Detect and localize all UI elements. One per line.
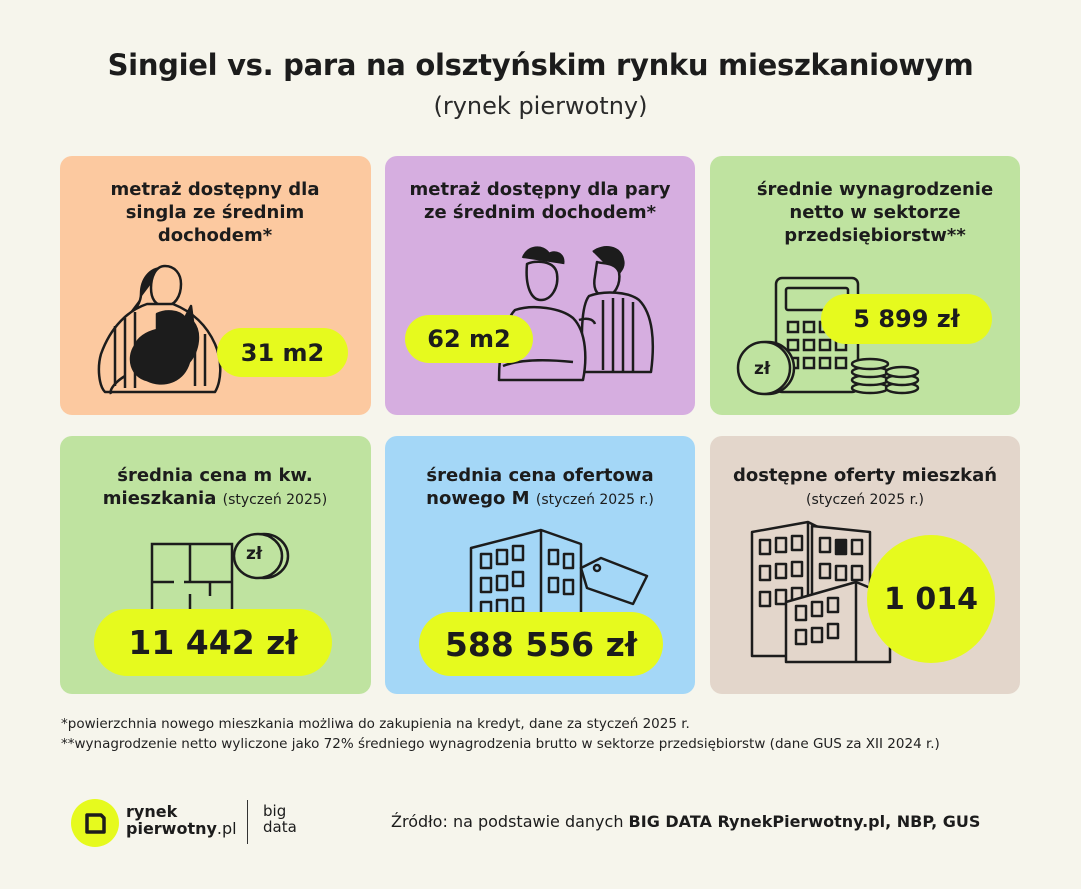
card-single-area: metraż dostępny dla singla ze średnim do… (60, 156, 371, 415)
footnote-1: *powierzchnia nowego mieszkania możliwa … (61, 716, 690, 732)
source-note: Źródło: na podstawie danych BIG DATA Ryn… (391, 812, 980, 831)
card-salary: średnie wynagrodzenie netto w sektorze p… (710, 156, 1020, 415)
logo-line2-main: pierwotny (126, 819, 217, 838)
big-data-line1: big (263, 802, 287, 820)
value-pill: 31 m2 (217, 328, 348, 377)
page-subtitle: (rynek pierwotny) (433, 92, 648, 120)
label-note: (styczeń 2025) (222, 492, 328, 508)
logo-line2: pierwotny.pl (126, 820, 237, 837)
label-text: średnia cena ofertowa nowego M (426, 465, 654, 509)
card-label: metraż dostępny dla singla ze średnim do… (110, 179, 320, 246)
logo-line2-suffix: .pl (216, 819, 237, 838)
card-price-per-m2: średnia cena m kw. mieszkania (styczeń 2… (60, 436, 371, 694)
big-data-logo: big data (263, 803, 297, 835)
value-pill: 11 442 zł (94, 609, 332, 676)
value-pill: 62 m2 (405, 315, 533, 363)
card-offer-price: średnia cena ofertowa nowego M (styczeń … (385, 436, 695, 694)
value-pill: 588 556 zł (419, 612, 663, 676)
label-text: dostępne oferty mieszkań (732, 465, 998, 486)
card-label: dostępne oferty mieszkań (styczeń 2025 r… (730, 464, 1000, 512)
logo-text: rynek pierwotny.pl (126, 803, 237, 837)
label-text: średnia cena m kw. mieszkania (102, 465, 313, 509)
footnote-2: **wynagrodzenie netto wyliczone jako 72%… (61, 736, 940, 752)
buildings-icon (750, 520, 892, 664)
card-label: średnia cena m kw. mieszkania (styczeń 2… (80, 464, 350, 512)
big-data-line2: data (263, 818, 297, 836)
logo-badge-icon (71, 799, 119, 847)
source-prefix: Źródło: na podstawie danych (391, 812, 629, 831)
card-label: metraż dostępny dla pary ze średnim doch… (409, 179, 671, 223)
coin-symbol: zł (246, 544, 263, 564)
page-title: Singiel vs. para na olsztyńskim rynku mi… (107, 48, 974, 82)
label-note: (styczeń 2025 r.) (535, 492, 654, 508)
card-label: średnia cena ofertowa nowego M (styczeń … (405, 464, 675, 512)
coin-icon (736, 340, 796, 396)
coin-symbol: zł (754, 359, 771, 379)
card-label: średnie wynagrodzenie netto w sektorze p… (756, 179, 994, 246)
woman-with-cat-icon (97, 264, 222, 395)
value-circle: 1 014 (867, 535, 995, 663)
card-couple-area: metraż dostępny dla pary ze średnim doch… (385, 156, 695, 415)
logo-divider (247, 800, 248, 844)
couple-icon (497, 246, 655, 382)
card-offers-count: dostępne oferty mieszkań (styczeń 2025 r… (710, 436, 1020, 694)
coin-stack-icon (850, 357, 920, 395)
label-note: (styczeń 2025 r.) (806, 492, 924, 508)
value-pill: 5 899 zł (821, 294, 992, 344)
source-bold: BIG DATA RynekPierwotny.pl, NBP, GUS (628, 812, 981, 831)
coin-icon (232, 532, 290, 580)
logo-line1: rynek (126, 802, 178, 821)
